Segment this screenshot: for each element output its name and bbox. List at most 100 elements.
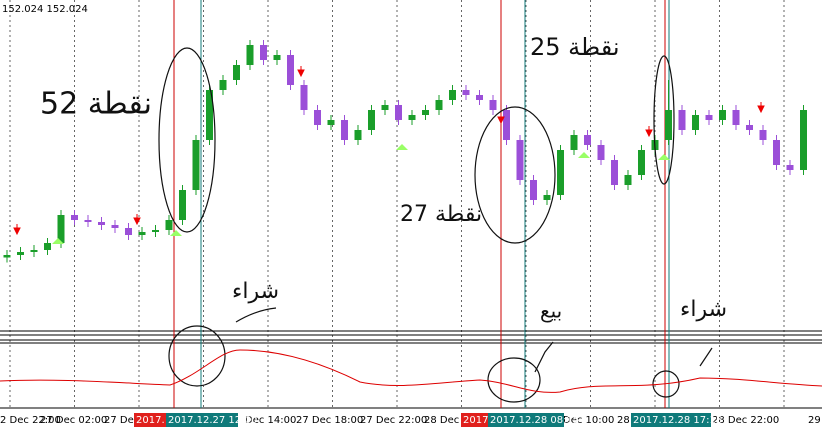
x-tick-label: 27 Dec 22:00 (360, 415, 427, 426)
buy-arrow (396, 144, 408, 150)
candle-body (489, 100, 497, 110)
candle-body (57, 215, 65, 243)
candle-body (30, 250, 38, 252)
hand-circle (487, 357, 541, 403)
sell-arrow (133, 214, 141, 226)
candle-body (138, 232, 146, 235)
candle-body (314, 110, 321, 125)
candle-body (17, 252, 24, 255)
candle-body (597, 145, 605, 160)
x-tick-label: 27 Dec 18:00 (296, 415, 363, 426)
candle-body (3, 255, 11, 258)
signal-arrows (13, 66, 765, 244)
candle-body (773, 140, 780, 165)
highlight-label-bg (488, 413, 564, 427)
candle-body (206, 90, 213, 140)
candle-body (543, 195, 551, 200)
candle-body (125, 228, 132, 235)
hand-drawings (158, 47, 713, 403)
hand-circle (158, 47, 216, 233)
handwritten-note: شراء (680, 297, 727, 322)
candle-body (624, 175, 632, 185)
candle-body (759, 130, 767, 140)
x-tick-label: Dec 10:00 (563, 415, 614, 426)
candle-body (368, 110, 375, 130)
highlight-label-bg (461, 413, 489, 427)
candle-body (665, 110, 672, 140)
oscillator-line (0, 349, 822, 393)
candle-body (44, 243, 51, 250)
candle-body (98, 222, 105, 225)
handwritten-note: بيع (540, 299, 562, 323)
hand-stroke (235, 307, 277, 323)
candle-body (273, 55, 281, 60)
candle-body (584, 135, 591, 145)
candle-body (476, 95, 483, 100)
handwritten-note: 52 نقطة (40, 87, 152, 122)
candle-body (786, 165, 794, 170)
candle-body (705, 115, 713, 120)
candle-body (638, 150, 645, 175)
x-tick-label: 29 (808, 415, 821, 426)
candle-body (435, 100, 443, 110)
candle-body (233, 65, 240, 80)
sell-arrow (497, 113, 505, 125)
candle-body (557, 150, 564, 195)
buy-arrow (52, 238, 64, 244)
candle-body (395, 105, 402, 120)
handwritten-note: 25 نقطة (530, 33, 620, 61)
highlight-label: 2017. (136, 415, 165, 426)
candle-body (152, 230, 159, 232)
candle-body (422, 110, 429, 115)
candle-body (408, 115, 416, 120)
highlight-label-bg (134, 413, 168, 427)
hand-circle (168, 325, 226, 387)
candle-body (287, 55, 294, 85)
candle-body (381, 105, 389, 110)
buy-arrow (578, 152, 590, 158)
candle-body (327, 120, 335, 125)
hand-stroke (699, 347, 713, 367)
candle-body (165, 220, 173, 230)
hand-circle (474, 106, 556, 244)
sell-arrow (757, 102, 765, 114)
candle-body (732, 110, 740, 125)
highlight-label: 2017.12.27 12:00 (168, 415, 257, 426)
sell-arrow (297, 66, 305, 78)
candle-body (692, 115, 699, 130)
candle-body (179, 190, 186, 220)
price-info: 152.024 152.024 (2, 4, 88, 15)
x-tick-label: 28 Dec 0 (424, 415, 469, 426)
candle-body (800, 110, 807, 170)
candle-body (300, 85, 308, 110)
candle-body (192, 140, 200, 190)
hand-circle (653, 55, 675, 185)
candle-body (341, 120, 348, 140)
candle-body (516, 140, 524, 180)
sell-arrow (13, 224, 21, 236)
candle-body (449, 90, 456, 100)
candle-body (354, 130, 362, 140)
highlight-label-bg (166, 413, 238, 427)
x-tick-label: Dec 14:00 (245, 415, 296, 426)
handwritten-note: 27 نقطة (400, 202, 482, 227)
x-tick-label: 2 Dec 22:00 (0, 415, 61, 426)
candle-body (84, 220, 92, 222)
candle-body (746, 125, 753, 130)
candle-body (260, 45, 267, 60)
x-tick-label: 28 Dec 22:00 (712, 415, 779, 426)
candle-body (719, 110, 726, 120)
candle-body (71, 215, 78, 220)
hand-stroke (534, 341, 554, 373)
candle-body (111, 225, 119, 228)
candle-body (678, 110, 686, 130)
highlight-label-bg (631, 413, 711, 427)
highlight-label: 2017. (463, 415, 492, 426)
candle-body (219, 80, 227, 90)
buy-arrow (658, 154, 670, 160)
highlight-label: 2017.12.28 17:15 (633, 415, 722, 426)
x-tick-label: 27 Dec (104, 415, 139, 426)
candle-body (246, 45, 254, 65)
candle-body (462, 90, 470, 95)
